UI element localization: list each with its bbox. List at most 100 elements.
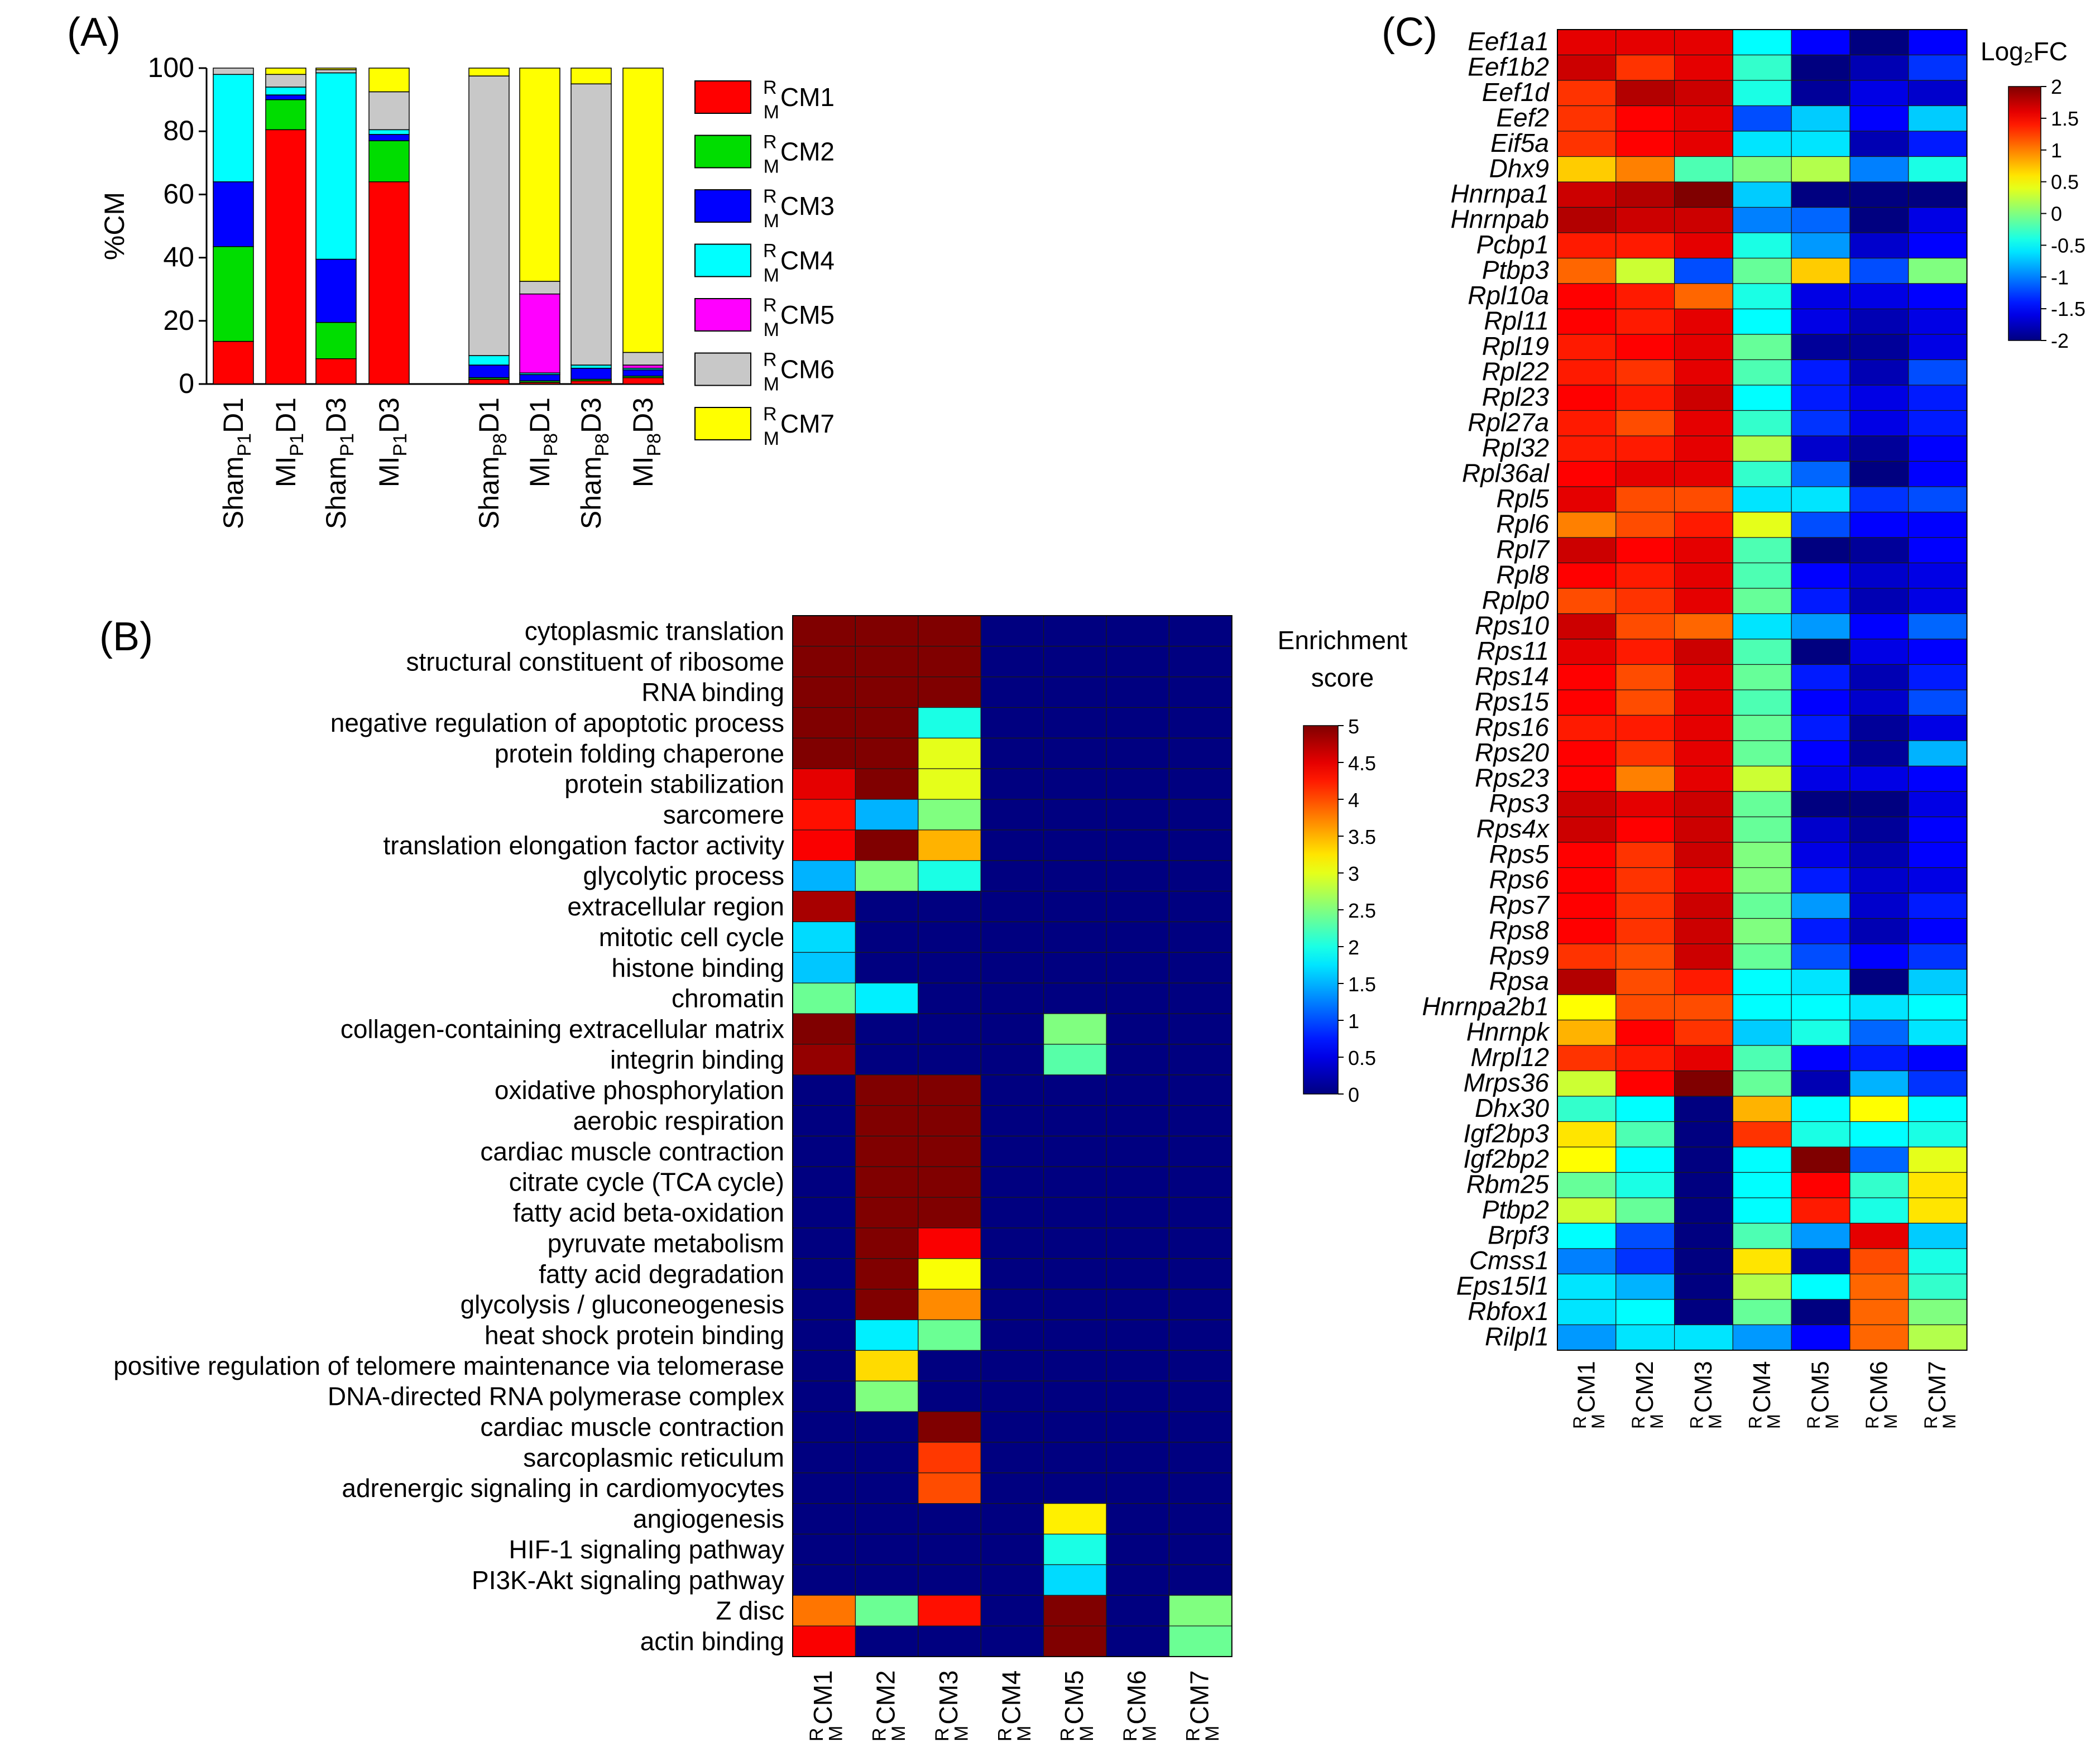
column-label-name: CM2 (1631, 1361, 1658, 1413)
heatmap-cell (1557, 334, 1617, 361)
heatmap-cell (1732, 29, 1792, 56)
heatmap-cell (1557, 740, 1617, 767)
heatmap-cell (1168, 676, 1233, 708)
heatmap-cell (855, 952, 919, 983)
heatmap-cell (1168, 768, 1233, 800)
heatmap-cell (855, 1197, 919, 1229)
heatmap-cell (1732, 131, 1792, 157)
column-label-prefix-top: R (932, 1728, 953, 1741)
heatmap-cell (1908, 410, 1968, 436)
row-label: oxidative phosphorylation (495, 1076, 784, 1105)
heatmap-cell (1674, 29, 1734, 56)
heatmap-cell (1674, 714, 1734, 741)
heatmap-cell (1849, 562, 1909, 589)
colorbar-title-line1: Enrichment (1278, 626, 1408, 655)
heatmap-cell (1168, 707, 1233, 739)
heatmap-cell (792, 1442, 856, 1474)
heatmap-cell (1674, 562, 1734, 589)
heatmap-cell (1791, 80, 1850, 107)
column-label-prefix-bottom: M (951, 1726, 972, 1741)
column-label-prefix-top: R (1183, 1728, 1204, 1741)
heatmap-cell (1557, 308, 1617, 335)
heatmap-cell (1557, 29, 1617, 56)
heatmap-cell (1168, 1258, 1233, 1290)
gene-label: Rpl5 (1496, 484, 1549, 513)
heatmap-cell (1908, 943, 1968, 970)
heatmap-cell (1908, 613, 1968, 640)
heatmap-cell (1615, 765, 1675, 792)
heatmap-cell (1674, 54, 1734, 81)
heatmap-cell (1908, 842, 1968, 868)
gene-label: Dhx9 (1489, 153, 1549, 183)
heatmap-cell (980, 1197, 1044, 1229)
row-label: pyruvate metabolism (548, 1229, 784, 1258)
gene-label: Rps6 (1489, 865, 1550, 894)
gene-label: Eps15l1 (1456, 1271, 1549, 1300)
heatmap-cell (1849, 1019, 1909, 1046)
heatmap-cell (1557, 689, 1617, 716)
heatmap-cell (1791, 1096, 1850, 1122)
heatmap-cell (1615, 968, 1675, 995)
heatmap-cell (855, 829, 919, 861)
heatmap-cell (1557, 842, 1617, 868)
heatmap-cell (855, 1595, 919, 1626)
heatmap-cell (1674, 1121, 1734, 1148)
x-category-label: MIP8D1 (524, 397, 562, 487)
heatmap-cell (1849, 257, 1909, 284)
heatmap-cell (792, 1380, 856, 1412)
row-label: translation elongation factor activity (383, 831, 784, 860)
heatmap-cell (1106, 1595, 1170, 1626)
heatmap-cell (1674, 1096, 1734, 1122)
heatmap-cell (1791, 639, 1850, 665)
category-subscript: P8 (592, 433, 613, 457)
heatmap-cell (1791, 156, 1850, 183)
heatmap-cell (855, 1166, 919, 1198)
legend-name: CM3 (780, 191, 835, 220)
heatmap-cell (855, 1411, 919, 1443)
heatmap-cell (1791, 1248, 1850, 1275)
column-label-name: CM4 (996, 1670, 1025, 1724)
heatmap-cell (1791, 537, 1850, 564)
gene-label: Rps3 (1489, 789, 1550, 818)
heatmap-cell (1106, 676, 1170, 708)
heatmap-cell (1791, 893, 1850, 919)
column-label-prefix-bottom: M (826, 1726, 847, 1741)
heatmap-cell (918, 1442, 981, 1474)
row-label: fatty acid degradation (539, 1259, 784, 1288)
column-label-prefix-bottom: M (1822, 1414, 1842, 1429)
heatmap-cell (792, 1105, 856, 1137)
row-label: heat shock protein binding (485, 1321, 784, 1350)
heatmap-cell (1168, 737, 1233, 769)
heatmap-cell (1168, 1135, 1233, 1167)
heatmap-cell (1908, 994, 1968, 1021)
heatmap-cell (1557, 385, 1617, 411)
heatmap-cell (1043, 1074, 1107, 1106)
colorbar-tick-label: 2 (2051, 75, 2062, 98)
category-suffix: D3 (320, 397, 352, 433)
heatmap-cell (1674, 359, 1734, 386)
legend-swatch-cm7 (694, 407, 751, 440)
heatmap-cell (1043, 1564, 1107, 1596)
heatmap-cell (792, 799, 856, 831)
heatmap-cell (1849, 359, 1909, 386)
heatmap-cell (1168, 1289, 1233, 1321)
heatmap-cell (1615, 385, 1675, 411)
heatmap-cell (1791, 689, 1850, 716)
heatmap-cell (855, 1442, 919, 1474)
heatmap-cell (1908, 385, 1968, 411)
x-category-label: MIP1D3 (373, 397, 411, 487)
heatmap-cell (1732, 54, 1792, 81)
x-category-label: ShamP1D3 (320, 397, 358, 529)
heatmap-cell (980, 646, 1044, 678)
heatmap-cell (1732, 207, 1792, 233)
gene-label: Dhx30 (1475, 1093, 1549, 1122)
legend-swatch-cm3 (694, 189, 751, 223)
heatmap-cell (1732, 460, 1792, 487)
heatmap-cell (1557, 765, 1617, 792)
heatmap-cell (1908, 1248, 1968, 1275)
legend-prefix-top: R (763, 295, 777, 316)
heatmap-cell (980, 768, 1044, 800)
heatmap-cell (1732, 359, 1792, 386)
heatmap-cell (1557, 156, 1617, 183)
